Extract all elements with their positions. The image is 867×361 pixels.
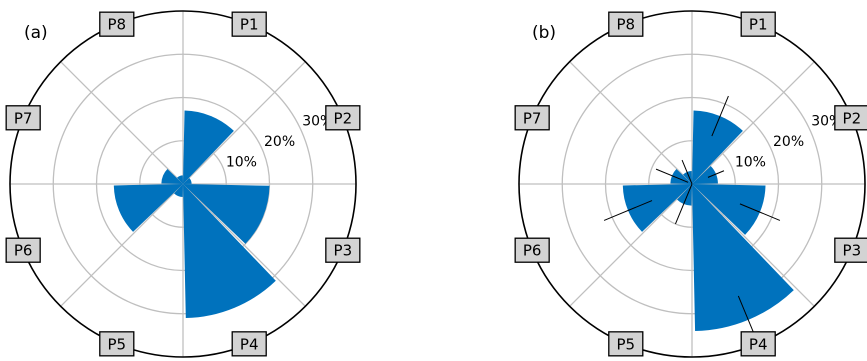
sector-label-text: P8 (107, 16, 126, 34)
panel-label: (a) (24, 23, 48, 43)
sector-label-box (608, 331, 644, 357)
error-bar-p7 (655, 168, 689, 183)
sector-label-text: P2 (843, 109, 862, 127)
error-bar-p1 (711, 95, 729, 137)
sector-label-text: P3 (334, 242, 353, 260)
bar-p7 (161, 169, 183, 184)
sector-label-p6: P6 (514, 237, 550, 263)
bar-p5 (174, 184, 183, 197)
sector-label-box (514, 105, 550, 131)
sector-label-text: P7 (14, 109, 33, 127)
error-bar-p3 (739, 203, 781, 221)
sector-label-text: P8 (616, 16, 635, 34)
bar-p3 (692, 184, 766, 235)
outer-circle (9, 10, 357, 358)
sector-label-text: P1 (240, 16, 259, 34)
bar-p5 (677, 184, 692, 206)
bar-p2 (183, 178, 192, 184)
grid-ring (52, 53, 314, 315)
bar-p4 (692, 184, 794, 332)
sector-label-box (325, 105, 361, 131)
sector-label-box (5, 105, 41, 131)
sector-label-text: P4 (749, 335, 768, 353)
sector-label-text: P3 (843, 242, 862, 260)
sector-label-box (325, 237, 361, 263)
error-bar-p6 (603, 200, 653, 221)
sector-label-box (99, 331, 135, 357)
sector-label-p2: P2 (325, 105, 361, 131)
sector-label-box (834, 237, 867, 263)
sector-label-p5: P5 (608, 331, 644, 357)
sector-label-box (608, 11, 644, 37)
sector-label-box (740, 331, 776, 357)
error-bar-p2 (707, 170, 725, 178)
radial-tick-label: 20% (264, 134, 295, 150)
bar-p8 (683, 171, 692, 184)
sector-label-p8: P8 (99, 11, 135, 37)
sector-label-text: P6 (14, 242, 33, 260)
grid-ring (95, 96, 271, 272)
sector-label-p3: P3 (834, 237, 867, 263)
sector-label-text: P2 (334, 109, 353, 127)
bar-p2 (692, 166, 718, 184)
grid-ring (604, 96, 780, 272)
sector-label-text: P1 (749, 16, 768, 34)
sector-label-p7: P7 (5, 105, 41, 131)
bar-p3 (183, 184, 270, 244)
bar-p4 (183, 184, 276, 319)
sector-label-box (5, 237, 41, 263)
sector-label-p6: P6 (5, 237, 41, 263)
grid-ring (139, 140, 227, 228)
sector-label-box (99, 11, 135, 37)
sector-label-box (231, 11, 267, 37)
sector-label-p4: P4 (740, 331, 776, 357)
sector-label-text: P4 (240, 335, 259, 353)
sector-label-box (514, 237, 550, 263)
bar-p8 (177, 175, 183, 184)
sector-label-p2: P2 (834, 105, 867, 131)
outer-circle (518, 10, 866, 358)
radial-tick-label: 20% (773, 134, 804, 150)
sector-label-text: P6 (523, 242, 542, 260)
radial-tick-label: 10% (226, 154, 257, 170)
error-bar-p8 (681, 159, 693, 185)
sector-label-p7: P7 (514, 105, 550, 131)
bar-p6 (622, 184, 692, 232)
grid-ring (561, 53, 823, 315)
sector-label-p1: P1 (740, 11, 776, 37)
panel-label: (b) (532, 23, 556, 43)
bar-p1 (183, 110, 234, 184)
sector-label-box (231, 331, 267, 357)
bar-p7 (670, 169, 692, 184)
sector-label-p3: P3 (325, 237, 361, 263)
bar-p6 (113, 184, 183, 232)
grid-ring (648, 140, 736, 228)
sector-label-p4: P4 (231, 331, 267, 357)
sector-label-p1: P1 (231, 11, 267, 37)
sector-label-p8: P8 (608, 11, 644, 37)
sector-label-text: P5 (107, 335, 126, 353)
bar-p1 (692, 110, 743, 184)
sector-label-p5: P5 (99, 331, 135, 357)
sector-label-box (740, 11, 776, 37)
error-bar-p5 (674, 183, 693, 225)
sector-label-text: P5 (616, 335, 635, 353)
radial-tick-label: 10% (735, 154, 766, 170)
sector-label-box (834, 105, 867, 131)
sector-label-text: P7 (523, 109, 542, 127)
